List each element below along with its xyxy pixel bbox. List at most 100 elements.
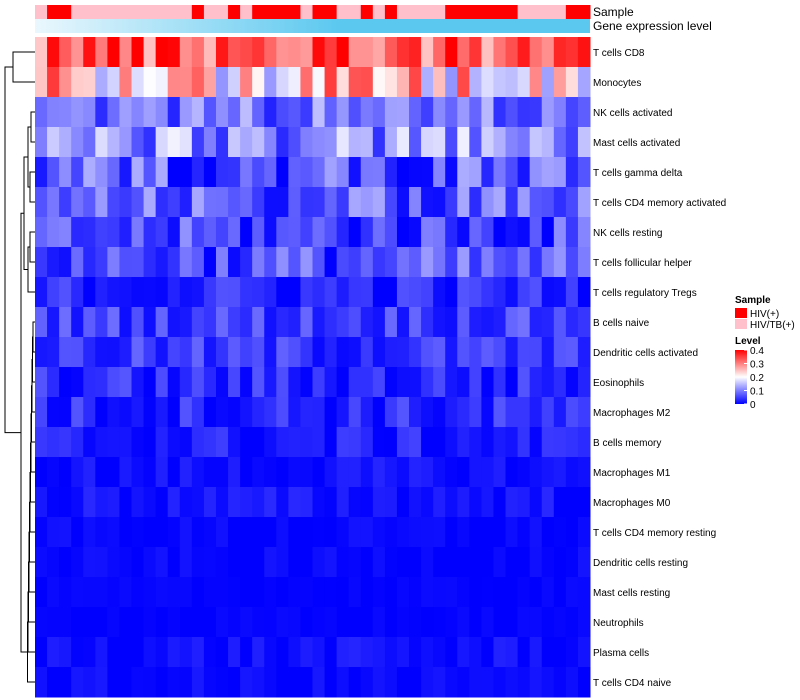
heatmap-cell xyxy=(107,337,120,368)
heatmap-cell xyxy=(396,457,410,488)
heatmap-cell xyxy=(469,367,482,398)
heatmap-cell xyxy=(252,487,265,518)
heatmap-cell xyxy=(324,517,338,548)
heatmap-cell xyxy=(59,217,72,248)
heatmap-cell xyxy=(119,337,133,368)
sample-annotation-cell xyxy=(469,5,482,19)
heatmap-cell xyxy=(445,607,458,638)
heatmap-cell xyxy=(541,67,555,98)
heatmap-cell xyxy=(264,217,277,248)
heatmap-cell xyxy=(59,457,72,488)
heatmap-cell xyxy=(228,637,241,668)
heatmap-cell xyxy=(95,217,108,248)
heatmap-cell xyxy=(252,577,265,608)
sample-annotation-cell xyxy=(71,5,84,19)
heatmap-cell xyxy=(203,397,217,428)
dendrogram-branch xyxy=(27,246,35,293)
heatmap-cell xyxy=(95,547,108,578)
heatmap-cell xyxy=(493,247,507,278)
heatmap-cell xyxy=(228,97,241,128)
sample-annotation-cell xyxy=(541,5,555,19)
heatmap-cell xyxy=(288,367,301,398)
heatmap-cell xyxy=(179,367,193,398)
heatmap-cell xyxy=(71,577,84,608)
heatmap-cell xyxy=(131,37,145,68)
heatmap-cell xyxy=(240,337,253,368)
heatmap-cell xyxy=(228,487,241,518)
heatmap-cell xyxy=(360,457,374,488)
heatmap-cell xyxy=(203,67,217,98)
heatmap-cell xyxy=(433,427,446,458)
heatmap-cell xyxy=(119,427,133,458)
heatmap-cell xyxy=(155,547,169,578)
heatmap-cell xyxy=(288,487,301,518)
heatmap-cell xyxy=(95,367,108,398)
heatmap-cell xyxy=(469,247,482,278)
heatmap-cell xyxy=(191,157,205,188)
heatmap-cell xyxy=(107,97,120,128)
heatmap-cell xyxy=(565,97,579,128)
heatmap-cell xyxy=(553,397,567,428)
heatmap-cell xyxy=(493,367,507,398)
heatmap-cell xyxy=(300,187,313,218)
heatmap-cell xyxy=(71,187,84,218)
heatmap-cell xyxy=(179,67,193,98)
heatmap-cell xyxy=(155,277,169,308)
heatmap-cell xyxy=(409,607,422,638)
heatmap-cell xyxy=(83,667,96,698)
heatmap-cell xyxy=(95,577,108,608)
heatmap-cell xyxy=(565,427,579,458)
heatmap-cell xyxy=(203,337,217,368)
heatmap-cell xyxy=(276,397,289,428)
heatmap-cell xyxy=(203,457,217,488)
heatmap-cell xyxy=(541,547,555,578)
heatmap-cell xyxy=(457,307,470,338)
heatmap-cell xyxy=(119,97,133,128)
heatmap-cell xyxy=(517,277,531,308)
heatmap-cell xyxy=(541,307,555,338)
heatmap-cell xyxy=(445,247,458,278)
heatmap-cell xyxy=(409,217,422,248)
heatmap-cell xyxy=(143,277,157,308)
heatmap-cell xyxy=(215,97,229,128)
heatmap-cell xyxy=(143,607,157,638)
heatmap-cell xyxy=(203,187,217,218)
heatmap-cell xyxy=(445,487,458,518)
heatmap-cell xyxy=(35,127,48,158)
heatmap-cell xyxy=(143,517,157,548)
heatmap-cell xyxy=(143,547,157,578)
heatmap-cell xyxy=(445,187,458,218)
heatmap-cell xyxy=(505,157,519,188)
heatmap-cell xyxy=(421,667,434,698)
heatmap-cell xyxy=(565,607,579,638)
heatmap-cell xyxy=(348,607,362,638)
heatmap-cell xyxy=(469,127,482,158)
heatmap-cell xyxy=(541,487,555,518)
heatmap-cell xyxy=(240,667,253,698)
heatmap-cell xyxy=(553,247,567,278)
heatmap-cell xyxy=(565,637,579,668)
heatmap-cell xyxy=(203,127,217,158)
heatmap-cell xyxy=(481,487,494,518)
heatmap-cell xyxy=(360,157,374,188)
heatmap-cell xyxy=(445,427,458,458)
heatmap-cell xyxy=(228,367,241,398)
sample-annotation-cell xyxy=(433,5,446,19)
heatmap-cell xyxy=(191,307,205,338)
heatmap-cell xyxy=(155,637,169,668)
heatmap-cell xyxy=(348,337,362,368)
heatmap-cell xyxy=(59,607,72,638)
heatmap-cell xyxy=(409,577,422,608)
heatmap-cell xyxy=(529,607,543,638)
heatmap-cell xyxy=(59,577,72,608)
heatmap-cell xyxy=(228,397,241,428)
heatmap-cell xyxy=(191,217,205,248)
heatmap-cell xyxy=(360,37,374,68)
heatmap-cell xyxy=(517,517,531,548)
heatmap-cell xyxy=(336,157,350,188)
row-label: Macrophages M2 xyxy=(593,408,671,419)
heatmap-cell xyxy=(71,157,84,188)
heatmap-cell xyxy=(409,427,422,458)
heatmap-cell xyxy=(240,247,253,278)
heatmap-cell xyxy=(215,337,229,368)
